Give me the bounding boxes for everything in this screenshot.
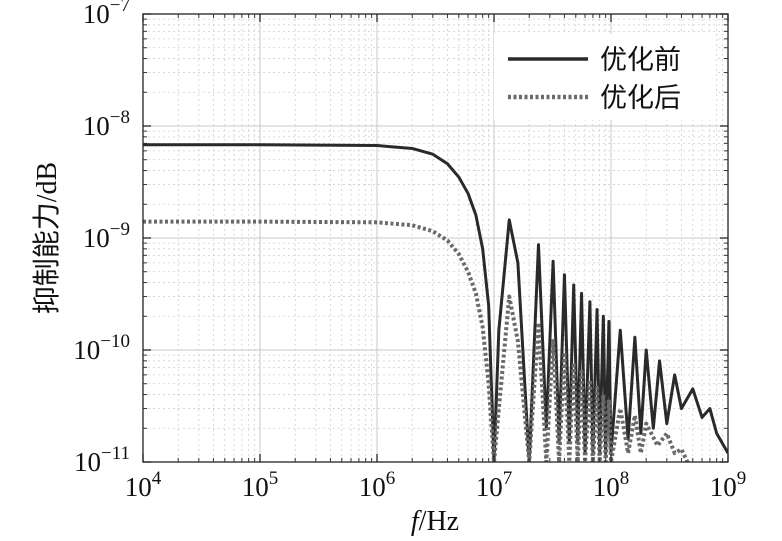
x-tick-labels: 104 105 106 107 108 109 — [125, 468, 747, 502]
y-tick-label: 10−11 — [74, 443, 130, 477]
x-tick-label: 108 — [593, 468, 630, 502]
tick-marks — [142, 13, 729, 463]
x-tick-label: 106 — [359, 468, 396, 502]
y-tick-exponent: −10 — [100, 331, 130, 352]
x-axis-label-symbol: f — [411, 506, 422, 537]
x-tick-exponent: 4 — [152, 468, 162, 489]
legend-box — [494, 34, 716, 120]
y-tick-exponent: −8 — [110, 107, 130, 128]
y-tick-exponent: −9 — [110, 219, 130, 240]
x-tick-label: 109 — [710, 468, 747, 502]
x-tick-base: 10 — [359, 472, 386, 502]
x-tick-exponent: 9 — [737, 468, 747, 489]
x-tick-exponent: 7 — [503, 468, 513, 489]
y-tick-base: 10 — [83, 0, 110, 29]
x-tick-base: 10 — [593, 472, 620, 502]
x-tick-label: 107 — [476, 468, 513, 502]
x-tick-label: 105 — [242, 468, 279, 502]
x-tick-exponent: 8 — [620, 468, 630, 489]
x-tick-exponent: 5 — [269, 468, 279, 489]
x-tick-exponent: 6 — [386, 468, 396, 489]
x-axis-label: f/Hz — [411, 506, 459, 537]
y-tick-exponent: −11 — [101, 443, 130, 464]
x-axis-label-unit: /Hz — [419, 506, 459, 537]
y-tick-label: 10−9 — [83, 219, 130, 253]
series-layer — [143, 143, 728, 462]
legend-label-after: 优化后 — [600, 83, 681, 114]
x-tick-base: 10 — [242, 472, 269, 502]
x-tick-base: 10 — [125, 472, 152, 502]
y-tick-label: 10−10 — [73, 331, 130, 365]
series-line-before — [143, 143, 728, 462]
y-tick-base: 10 — [83, 223, 110, 253]
y-tick-base: 10 — [74, 447, 101, 477]
y-tick-base: 10 — [83, 111, 110, 141]
x-tick-label: 104 — [125, 468, 162, 502]
x-tick-base: 10 — [476, 472, 503, 502]
legend: 优化前 优化后 — [494, 34, 716, 120]
legend-label-before: 优化前 — [600, 45, 681, 76]
y-tick-label: 10−8 — [83, 107, 130, 141]
y-tick-base: 10 — [73, 335, 100, 365]
x-tick-base: 10 — [710, 472, 737, 502]
y-tick-exponent: −7 — [110, 0, 130, 16]
y-axis-label: 抑制能力/dB — [31, 162, 63, 314]
y-tick-label: 10−7 — [83, 0, 130, 29]
